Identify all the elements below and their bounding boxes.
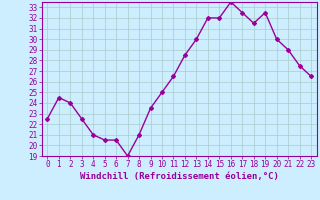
X-axis label: Windchill (Refroidissement éolien,°C): Windchill (Refroidissement éolien,°C) — [80, 172, 279, 181]
